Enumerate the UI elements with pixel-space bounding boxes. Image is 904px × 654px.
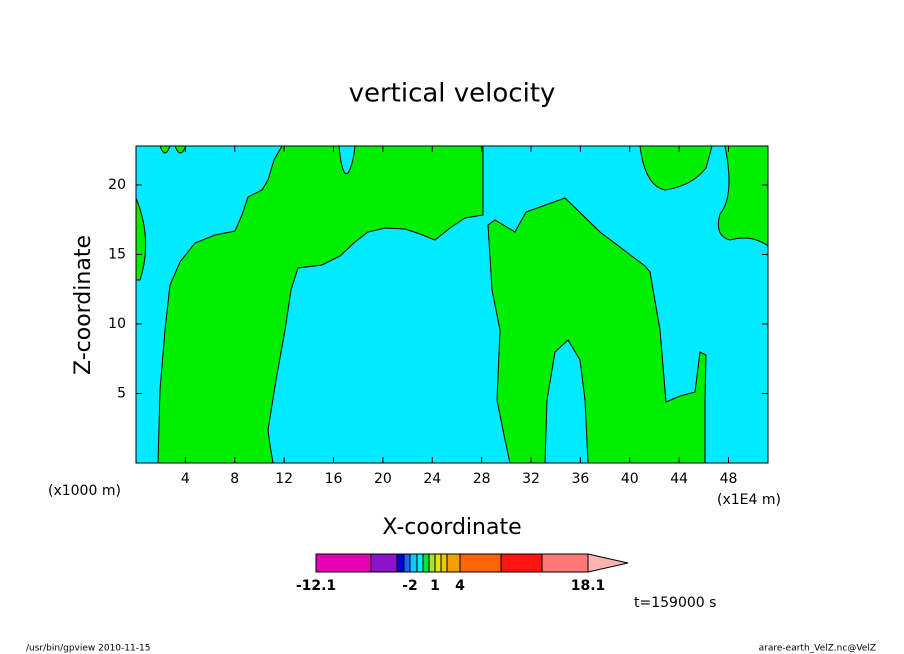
y-tick-label: 10 xyxy=(108,316,126,332)
footer-left: /usr/bin/gpview 2010-11-15 xyxy=(26,644,150,654)
x-tick-label: 4 xyxy=(181,471,190,487)
x-tick-label: 28 xyxy=(473,471,491,487)
colorbar-label: -12.1 xyxy=(296,578,336,594)
colorbar-box xyxy=(396,553,405,573)
contour-fill-cyan xyxy=(338,146,356,175)
contour-fill-green xyxy=(136,197,147,281)
colorbar-label: -2 xyxy=(402,578,418,594)
x-tick-label: 24 xyxy=(423,471,441,487)
colorbar-box xyxy=(422,553,430,573)
colorbar-box xyxy=(403,553,411,573)
time-label: t=159000 s xyxy=(634,595,716,611)
x-tick-label: 48 xyxy=(720,471,738,487)
y-unit-label: (x1000 m) xyxy=(48,483,121,499)
x-tick-label: 12 xyxy=(275,471,293,487)
x-tick-label: 36 xyxy=(571,471,589,487)
y-tick-label: 20 xyxy=(108,177,126,193)
colorbar-box xyxy=(370,553,398,573)
y-tick-label: 15 xyxy=(108,246,126,262)
contour-field xyxy=(136,146,768,463)
colorbar-label: 1 xyxy=(430,578,440,594)
colorbar-box xyxy=(440,553,448,573)
x-tick-label: 44 xyxy=(670,471,688,487)
colorbar-box xyxy=(434,553,442,573)
contour-fill-green xyxy=(717,146,768,247)
colorbar-box xyxy=(541,553,589,573)
x-tick-label: 16 xyxy=(325,471,343,487)
colorbar-box xyxy=(416,553,424,573)
x-tick-label: 32 xyxy=(522,471,540,487)
colorbar-extend xyxy=(587,553,629,573)
colorbar-box xyxy=(315,553,372,573)
x-tick-label: 8 xyxy=(230,471,239,487)
colorbar-label: 4 xyxy=(455,578,465,594)
colorbar-box xyxy=(459,553,502,573)
colorbar-box xyxy=(428,553,436,573)
y-axis-label: Z-coordinate xyxy=(71,235,96,375)
colorbar-box xyxy=(409,553,418,573)
contour-fill-green xyxy=(487,197,707,463)
contour-fill-green xyxy=(639,146,713,191)
colorbar-label: 18.1 xyxy=(571,578,606,594)
colorbar-box xyxy=(446,553,461,573)
x-axis-label: X-coordinate xyxy=(382,515,521,540)
chart-title: vertical velocity xyxy=(349,79,556,109)
x-tick-label: 40 xyxy=(621,471,639,487)
y-tick-label: 5 xyxy=(117,385,126,401)
x-tick-label: 20 xyxy=(374,471,392,487)
footer-right: arare-earth_VelZ.nc@VelZ xyxy=(759,644,876,654)
colorbar-box xyxy=(500,553,543,573)
x-unit-label: (x1E4 m) xyxy=(717,492,781,508)
contour-fill-green xyxy=(157,146,484,463)
plot-frame xyxy=(135,145,769,464)
